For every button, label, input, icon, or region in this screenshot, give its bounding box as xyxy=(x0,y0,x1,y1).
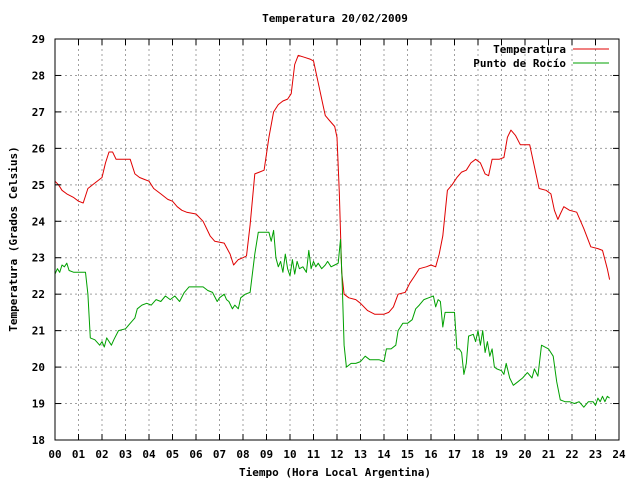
y-tick-label: 25 xyxy=(32,179,45,192)
x-tick-label: 23 xyxy=(589,448,602,461)
x-tick-label: 03 xyxy=(119,448,132,461)
x-tick-label: 15 xyxy=(401,448,414,461)
y-tick-label: 20 xyxy=(32,361,45,374)
x-tick-label: 10 xyxy=(283,448,296,461)
y-tick-label: 26 xyxy=(32,142,46,155)
x-tick-label: 21 xyxy=(542,448,556,461)
x-tick-label: 24 xyxy=(612,448,626,461)
legend-label-temperatura: Temperatura xyxy=(493,43,566,56)
series-line-punto-de-rocio xyxy=(54,229,610,408)
x-tick-label: 00 xyxy=(48,448,61,461)
y-tick-label: 29 xyxy=(32,33,45,46)
chart-title: Temperatura 20/02/2009 xyxy=(262,12,408,25)
x-tick-label: 08 xyxy=(236,448,249,461)
x-tick-label: 07 xyxy=(213,448,226,461)
x-tick-label: 17 xyxy=(448,448,461,461)
y-tick-label: 24 xyxy=(32,215,46,228)
series-lines xyxy=(54,54,611,408)
y-tick-label: 27 xyxy=(32,106,45,119)
y-tick-label: 23 xyxy=(32,252,45,265)
x-tick-label: 01 xyxy=(72,448,86,461)
x-tick-label: 14 xyxy=(377,448,391,461)
x-tick-label: 12 xyxy=(330,448,343,461)
x-tick-label: 19 xyxy=(495,448,508,461)
y-tick-label: 21 xyxy=(32,325,46,338)
axis-ticks: 00 01 02 03 04 05 06 07 08 09 10 11 12 13 14 15 16 17 18 19… xyxy=(32,33,626,461)
x-tick-label: 02 xyxy=(95,448,108,461)
series-line-temperatura xyxy=(54,54,611,315)
x-tick-label: 22 xyxy=(565,448,578,461)
y-tick-label: 19 xyxy=(32,398,45,411)
x-tick-label: 04 xyxy=(142,448,156,461)
legend-label-punto-de-rocio: Punto de Rocío xyxy=(473,57,566,70)
x-tick-label: 18 xyxy=(471,448,484,461)
y-tick-label: 28 xyxy=(32,69,45,82)
x-tick-label: 20 xyxy=(518,448,531,461)
x-tick-label: 16 xyxy=(424,448,438,461)
x-tick-label: 05 xyxy=(166,448,179,461)
y-tick-label: 18 xyxy=(32,434,45,447)
y-axis-label: Temperatura (Grados Celsius) xyxy=(7,146,20,331)
x-tick-label: 09 xyxy=(260,448,273,461)
x-tick-label: 11 xyxy=(307,448,321,461)
x-axis-label: Tiempo (Hora Local Argentina) xyxy=(239,466,431,479)
y-tick-label: 22 xyxy=(32,288,45,301)
x-tick-label: 06 xyxy=(189,448,203,461)
x-tick-label: 13 xyxy=(354,448,367,461)
grid-lines xyxy=(55,39,619,440)
